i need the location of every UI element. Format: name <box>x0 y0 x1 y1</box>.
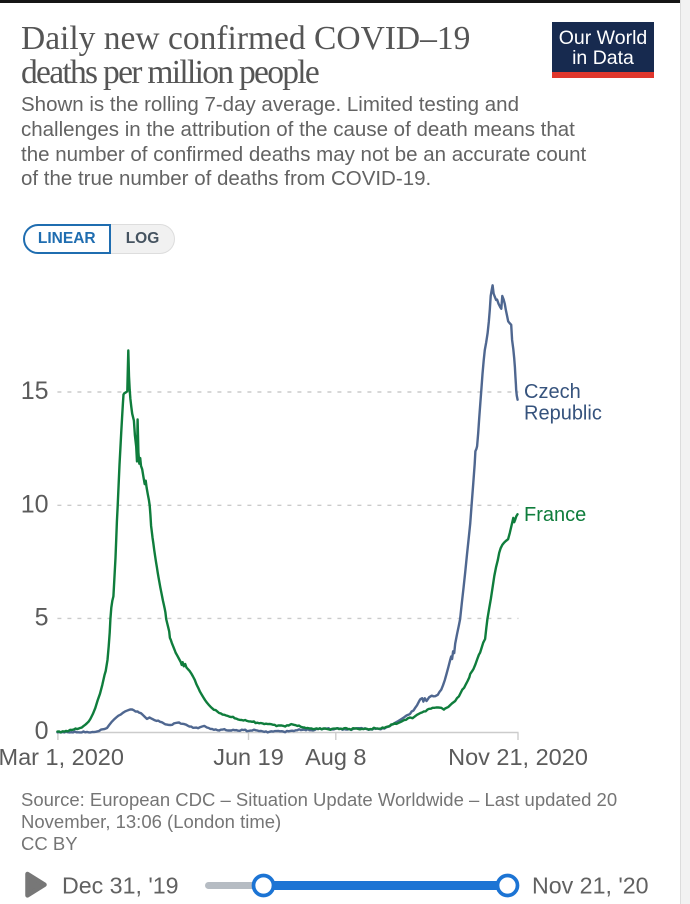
svg-text:Nov 21, '20: Nov 21, '20 <box>532 873 649 899</box>
svg-text:Republic: Republic <box>524 403 602 425</box>
svg-text:Czech: Czech <box>524 381 581 403</box>
svg-text:15: 15 <box>21 377 49 405</box>
svg-text:Mar 1, 2020: Mar 1, 2020 <box>0 744 124 770</box>
svg-text:Aug 8: Aug 8 <box>305 744 366 770</box>
svg-text:Dec 31, '19: Dec 31, '19 <box>62 873 179 899</box>
svg-text:France: France <box>524 504 586 526</box>
svg-text:5: 5 <box>35 604 49 632</box>
svg-text:0: 0 <box>35 717 49 745</box>
svg-text:Jun 19: Jun 19 <box>213 744 284 770</box>
svg-text:10: 10 <box>21 491 49 519</box>
svg-text:Nov 21, 2020: Nov 21, 2020 <box>448 744 588 770</box>
